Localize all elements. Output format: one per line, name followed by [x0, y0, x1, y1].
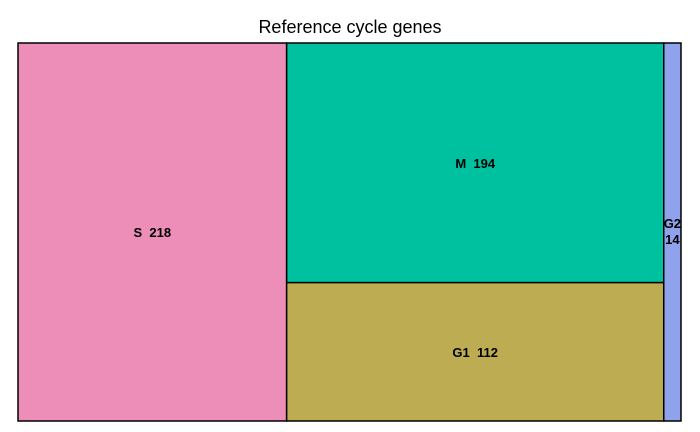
treemap-label-s: S 218 [134, 225, 172, 240]
treemap-label-g2: G2 14 [664, 216, 681, 247]
chart-title: Reference cycle genes [258, 17, 442, 37]
treemap-cells [17, 42, 682, 422]
treemap-label-m: M 194 [455, 156, 496, 171]
treemap-label-g1: G1 112 [452, 345, 498, 360]
treemap-labels: S 218 M 194 G1 112 G2 14 [134, 156, 682, 360]
treemap-cell-g2 [662, 42, 682, 422]
treemap-cell-m [285, 42, 665, 284]
